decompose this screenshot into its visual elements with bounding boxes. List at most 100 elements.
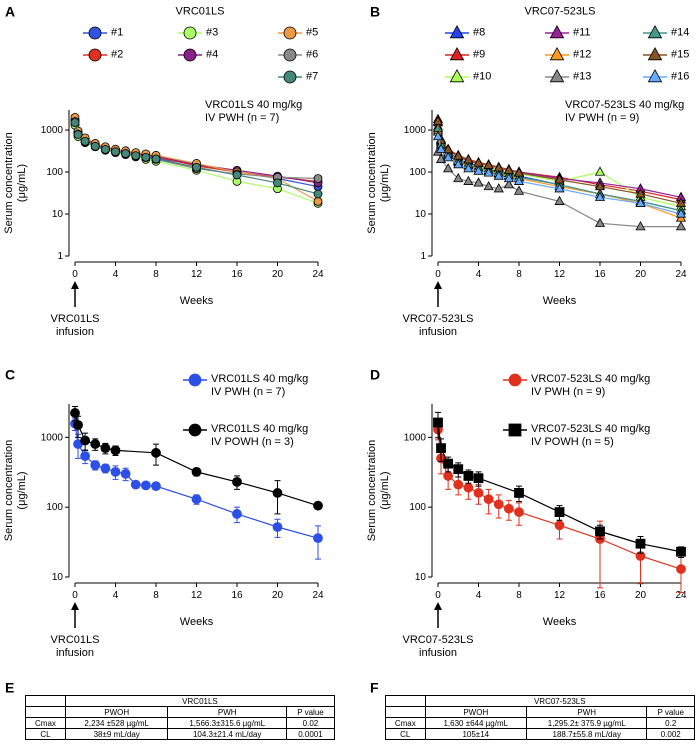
row: PWOH PWH P value bbox=[25, 706, 336, 718]
cell: VRC07-523LS bbox=[424, 695, 696, 707]
marker bbox=[435, 143, 447, 153]
legend-marker bbox=[88, 48, 102, 62]
marker bbox=[73, 420, 83, 430]
marker bbox=[493, 183, 504, 193]
y-tick-label: 10 bbox=[415, 209, 427, 220]
y-tick-label: 10 bbox=[52, 209, 64, 220]
legend-label: VRC07-523LS 40 mg/kg IV PWH (n = 9) bbox=[531, 373, 651, 398]
marker bbox=[192, 162, 201, 172]
cell: CL bbox=[385, 728, 426, 740]
marker bbox=[73, 130, 83, 139]
legend-label: #12 bbox=[573, 48, 592, 61]
annotation: VRC07-523LS 40 mg/kg IV PWH (n = 9) bbox=[565, 99, 685, 124]
y-axis-label: (μg/mL) bbox=[379, 471, 391, 509]
marker bbox=[272, 522, 283, 532]
cell bbox=[25, 706, 66, 718]
marker bbox=[554, 520, 565, 531]
panel-label: D bbox=[370, 366, 381, 383]
marker bbox=[90, 460, 101, 471]
legend-marker bbox=[647, 68, 663, 83]
legend-marker bbox=[449, 24, 465, 39]
marker bbox=[554, 174, 565, 184]
row: Cmax 1,630 ±644 µg/mL 1,295.2± 375.9 µg/mL… bbox=[385, 717, 695, 729]
marker bbox=[131, 151, 141, 161]
marker bbox=[675, 208, 687, 218]
cell: VRC01LS bbox=[64, 695, 336, 707]
panel-label: A bbox=[5, 3, 16, 20]
panel-label: F bbox=[370, 679, 379, 696]
x-tick-label: 12 bbox=[554, 590, 566, 601]
marker bbox=[433, 417, 443, 428]
marker bbox=[232, 170, 242, 180]
marker bbox=[635, 221, 646, 231]
marker bbox=[463, 175, 474, 185]
marker bbox=[514, 488, 524, 498]
y-axis-label: (μg/mL) bbox=[16, 471, 28, 509]
marker bbox=[272, 488, 283, 498]
x-tick-label: 0 bbox=[72, 590, 78, 601]
legend-marker bbox=[508, 373, 522, 387]
x-tick-label: 16 bbox=[594, 590, 606, 601]
marker bbox=[80, 435, 91, 446]
marker bbox=[80, 136, 90, 146]
x-tick-label: 8 bbox=[516, 269, 522, 280]
x-axis-label: Weeks bbox=[180, 616, 214, 628]
row: VRC01LS bbox=[25, 695, 336, 707]
y-tick-label: 10 bbox=[415, 572, 427, 583]
legend-label: VRC07-523LS 40 mg/kg IV POWH (n = 5) bbox=[531, 423, 651, 448]
cell: CL bbox=[25, 728, 66, 740]
marker bbox=[313, 189, 323, 199]
arrow-head bbox=[434, 281, 442, 289]
marker bbox=[313, 533, 323, 544]
legend-label: #5 bbox=[306, 26, 319, 39]
marker bbox=[513, 175, 525, 185]
marker bbox=[676, 546, 686, 557]
row: VRC07-523LS bbox=[385, 695, 696, 707]
marker bbox=[595, 526, 605, 537]
marker bbox=[453, 172, 464, 183]
x-axis-label: Weeks bbox=[543, 295, 577, 307]
marker bbox=[554, 507, 565, 517]
cell: PWOH bbox=[64, 706, 169, 718]
y-tick-label: 100 bbox=[409, 502, 426, 513]
marker bbox=[443, 471, 454, 481]
marker bbox=[635, 197, 646, 207]
row: CL 38±9 mL/day 104.3±21.4 mL/day 0.0001 bbox=[25, 728, 336, 740]
x-tick-label: 20 bbox=[272, 269, 284, 280]
y-tick-label: 1000 bbox=[41, 432, 64, 443]
x-tick-label: 20 bbox=[635, 590, 647, 601]
marker bbox=[473, 165, 484, 175]
marker bbox=[151, 154, 161, 164]
marker bbox=[100, 443, 111, 454]
x-tick-label: 12 bbox=[191, 269, 203, 280]
legend-marker bbox=[449, 68, 465, 83]
arrow-head bbox=[71, 602, 79, 610]
legend-label: #15 bbox=[671, 48, 690, 61]
cell: 1,566.3±315.6 µg/mL bbox=[167, 717, 287, 729]
panel-label: E bbox=[5, 679, 15, 696]
cell: 188.7±55.8 mL/day bbox=[526, 728, 648, 740]
cell: 0.0001 bbox=[285, 728, 336, 740]
marker bbox=[232, 476, 242, 487]
marker bbox=[594, 166, 606, 176]
cell: 1,295.2± 375.9 µg/mL bbox=[526, 717, 648, 729]
marker bbox=[473, 488, 484, 498]
legend-label: #9 bbox=[473, 48, 486, 61]
x-tick-label: 20 bbox=[635, 269, 647, 280]
marker bbox=[675, 221, 687, 231]
marker bbox=[453, 158, 464, 169]
legend-marker bbox=[188, 373, 202, 387]
cell: PWOH bbox=[424, 706, 528, 718]
marker bbox=[594, 217, 606, 227]
chart-title: VRC01LS bbox=[175, 5, 225, 18]
marker bbox=[120, 468, 131, 479]
legend-marker bbox=[549, 68, 565, 83]
marker bbox=[151, 447, 161, 458]
legend-marker bbox=[549, 46, 565, 61]
marker bbox=[463, 154, 474, 164]
x-tick-label: 8 bbox=[516, 590, 522, 601]
y-tick-label: 1000 bbox=[41, 125, 64, 136]
y-axis-label: (μg/mL) bbox=[16, 164, 28, 202]
marker bbox=[483, 180, 494, 191]
